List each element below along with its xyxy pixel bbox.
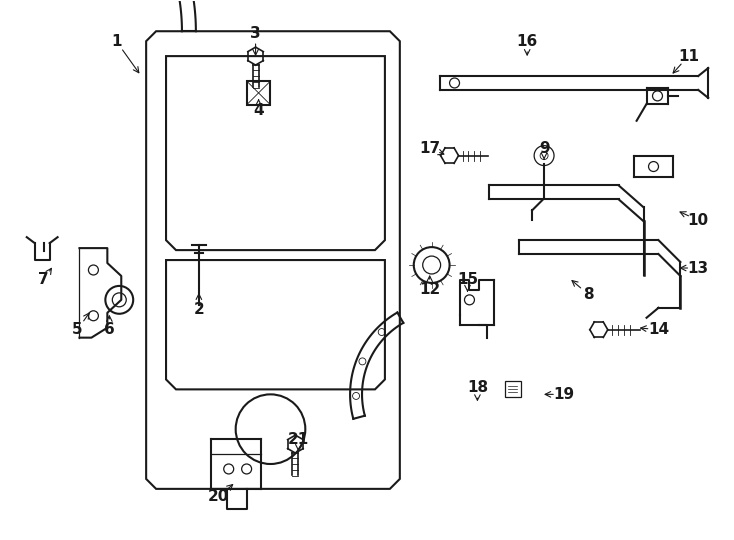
Text: 14: 14	[648, 322, 669, 337]
Text: 9: 9	[539, 141, 549, 156]
Text: 1: 1	[111, 33, 122, 49]
Text: 10: 10	[688, 213, 709, 228]
Text: 8: 8	[584, 287, 594, 302]
Text: 17: 17	[419, 141, 440, 156]
Text: 19: 19	[553, 387, 575, 402]
Text: 11: 11	[677, 49, 699, 64]
Text: 15: 15	[457, 273, 478, 287]
Text: 7: 7	[38, 273, 49, 287]
Text: 2: 2	[194, 302, 204, 318]
Text: 18: 18	[467, 380, 488, 395]
Text: 5: 5	[72, 322, 83, 337]
Text: 6: 6	[104, 322, 115, 337]
Text: 16: 16	[517, 33, 538, 49]
Text: 20: 20	[208, 489, 230, 504]
Text: 4: 4	[253, 103, 264, 118]
Text: 21: 21	[288, 431, 309, 447]
Text: 13: 13	[688, 260, 709, 275]
Text: 3: 3	[250, 26, 261, 40]
Text: 12: 12	[419, 282, 440, 298]
